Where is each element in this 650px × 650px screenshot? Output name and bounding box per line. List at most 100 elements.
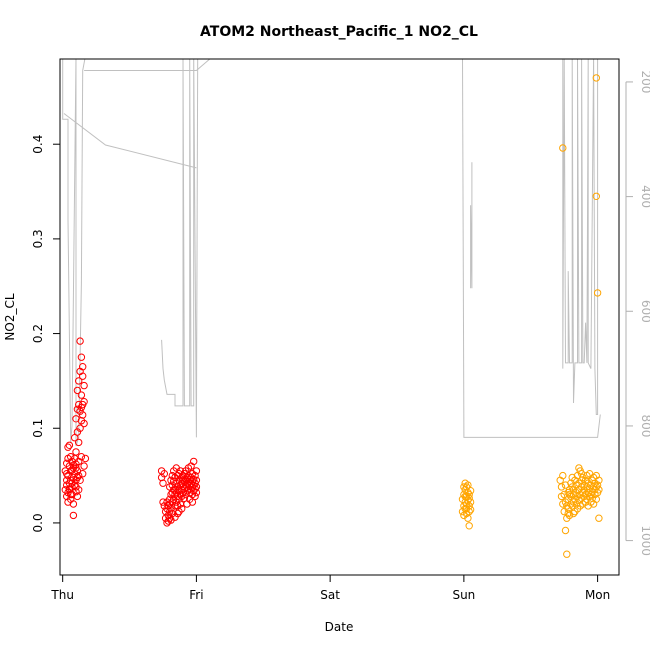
- data-point: [577, 470, 586, 478]
- data-point: [192, 488, 201, 497]
- data-point: [77, 391, 86, 399]
- data-point: [75, 377, 83, 385]
- y-tick-label: 0.0: [31, 513, 45, 532]
- data-point: [595, 476, 603, 484]
- data-point: [73, 428, 82, 436]
- depth-trace-4: [161, 59, 199, 438]
- y2-tick-label: 600: [639, 300, 650, 323]
- data-point: [585, 470, 594, 478]
- data-point: [166, 514, 174, 522]
- data-point: [68, 466, 76, 474]
- plot-frame: [59, 58, 620, 576]
- data-point: [69, 500, 78, 508]
- y-tick-label: 0.1: [31, 419, 45, 438]
- data-point: [465, 494, 473, 502]
- data-point: [175, 507, 183, 516]
- x-tick-label: Mon: [585, 588, 610, 602]
- data-point: [563, 550, 571, 558]
- data-point: [565, 511, 574, 520]
- data-point: [75, 438, 83, 447]
- depth-trace-5: [462, 59, 601, 438]
- data-point: [560, 490, 568, 499]
- data-point: [557, 483, 566, 491]
- y2-tick-label: 800: [639, 414, 650, 437]
- x-axis-label: Date: [325, 620, 354, 634]
- data-point: [75, 471, 83, 480]
- data-point: [592, 74, 600, 82]
- data-point: [466, 498, 475, 506]
- data-point: [159, 479, 167, 487]
- x-tick-label: Sun: [452, 588, 475, 602]
- data-point: [559, 144, 567, 152]
- data-point: [64, 454, 72, 463]
- data-point: [564, 509, 572, 518]
- data-point: [460, 483, 468, 491]
- y-tick-label: 0.4: [31, 135, 45, 154]
- data-point: [80, 398, 88, 406]
- data-point: [159, 498, 167, 506]
- data-point: [592, 192, 600, 201]
- data-point: [465, 507, 473, 516]
- axes: Thu Fri Sat Sun Mon 0.0 0.1 0.2 0.3 0.4 200 400 600 8…: [31, 70, 650, 602]
- data-point: [67, 490, 75, 499]
- data-point: [569, 509, 578, 518]
- data-point: [466, 506, 475, 514]
- data-point: [465, 522, 473, 530]
- data-point: [191, 485, 199, 493]
- data-point: [77, 417, 86, 425]
- y2-tick-label: 200: [639, 70, 650, 93]
- y2-tick-label: 400: [639, 185, 650, 208]
- data-point: [188, 498, 197, 506]
- depth-trace-7: [562, 59, 599, 415]
- chart-title: ATOM2 Northeast_Pacific_1 NO2_CL: [200, 24, 478, 40]
- data-point: [595, 514, 603, 522]
- data-point: [564, 488, 572, 497]
- data-point: [559, 471, 567, 480]
- data-point: [69, 511, 78, 520]
- data-point: [79, 470, 87, 478]
- data-point: [592, 495, 600, 503]
- data-point: [192, 483, 201, 491]
- data-point: [561, 526, 570, 535]
- data-point: [465, 490, 473, 499]
- plot-marks: [61, 59, 603, 558]
- data-point: [461, 492, 469, 501]
- data-point: [192, 467, 201, 475]
- data-point: [72, 483, 80, 491]
- y-tick-label: 0.2: [31, 324, 45, 343]
- data-point: [77, 453, 86, 461]
- data-point: [593, 481, 602, 489]
- data-point: [77, 353, 86, 361]
- data-point: [65, 441, 74, 449]
- data-point: [81, 454, 90, 463]
- data-point: [72, 464, 80, 472]
- data-point: [76, 337, 84, 345]
- data-point: [80, 462, 88, 470]
- data-point: [160, 470, 169, 478]
- x-tick-label: Thu: [50, 588, 74, 602]
- data-point: [191, 471, 199, 480]
- data-point: [79, 372, 87, 380]
- data-point: [76, 407, 84, 415]
- data-point: [593, 289, 602, 297]
- y-tick-label: 0.3: [31, 229, 45, 248]
- depth-trace-2: [84, 59, 211, 71]
- data-point: [73, 386, 82, 395]
- x-tick-label: Fri: [189, 588, 203, 602]
- data-point: [62, 470, 71, 478]
- y-axis-label: NO2_CL: [3, 293, 17, 340]
- depth-trace-3: [63, 113, 197, 169]
- depth-trace-6: [470, 162, 473, 289]
- depth-trace-0: [62, 59, 77, 444]
- data-point: [73, 473, 82, 482]
- data-point: [64, 443, 72, 451]
- data-point: [466, 487, 475, 495]
- data-point: [171, 486, 179, 494]
- data-point: [595, 486, 603, 494]
- x-tick-label: Sat: [320, 588, 340, 602]
- y2-tick-label: 1000: [639, 525, 650, 556]
- data-point: [79, 363, 87, 371]
- data-point: [565, 490, 574, 499]
